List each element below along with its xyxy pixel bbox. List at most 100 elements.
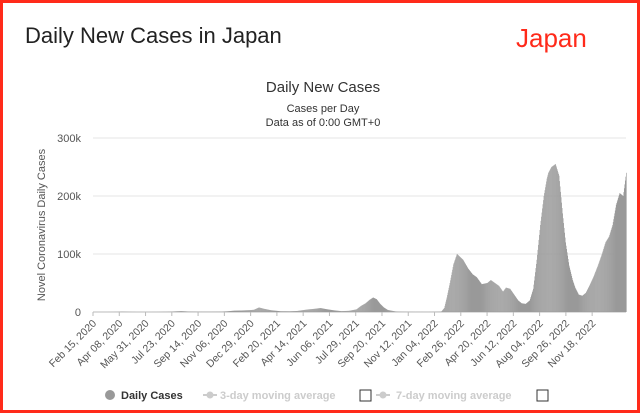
bar [376,299,378,312]
bar [305,309,306,312]
bar [541,216,542,312]
bar [307,309,309,312]
bar [597,266,598,312]
bar [249,310,250,312]
bar [478,279,480,312]
bar [488,281,490,312]
bar [313,308,314,312]
bar [188,311,190,312]
bar [357,308,359,312]
bar [626,172,627,312]
bar [275,310,276,312]
bar [267,309,268,312]
bar [611,228,612,312]
bar [307,309,308,312]
bar [367,301,369,313]
bar [324,308,325,312]
bar [282,311,284,312]
bar [174,311,175,312]
bar [326,309,328,312]
bar [621,194,623,312]
bar [286,311,288,312]
bar [362,305,363,312]
bar [503,291,504,312]
bar [262,308,263,312]
bar [531,293,533,312]
bar [387,309,389,312]
bar [389,310,391,312]
bar [317,308,318,312]
bar [475,276,477,312]
bar [556,167,557,312]
bar [239,310,241,312]
bar [349,310,351,312]
bar [476,277,478,312]
bar [390,310,392,312]
bar [329,309,331,312]
bar [274,310,276,312]
bar [566,249,567,312]
bar [269,310,271,312]
bar [245,310,246,312]
bar [562,213,563,312]
bar [293,311,294,312]
bar [472,274,474,312]
bar [318,308,319,312]
bar [538,239,540,312]
bar [475,276,477,312]
bar [332,310,334,312]
bar [493,282,495,312]
bar [483,283,484,312]
bar [536,263,537,312]
bar [336,310,337,312]
bar [179,311,181,312]
bar [296,311,297,312]
bar [182,311,184,312]
y-axis-label: Novel Coronavirus Daily Cases [36,148,48,301]
legend-item-daily-cases[interactable]: Daily Cases [105,390,183,402]
legend-7-day-checkbox[interactable] [536,389,549,402]
bar [540,220,542,312]
bar [461,258,462,312]
bar [387,309,388,312]
bar [567,258,569,312]
bar [325,309,326,312]
bar [180,311,182,312]
bar [616,201,618,312]
bar [374,298,376,312]
bar [453,264,454,312]
bar [274,310,275,312]
bar [232,310,234,312]
bar [597,265,599,312]
bar [183,311,185,312]
bar [504,288,506,312]
bar [293,311,295,312]
bar [508,288,509,312]
bar [361,305,362,312]
bar [351,310,353,312]
bar [261,308,262,312]
legend-item-7-day-moving-average[interactable]: 7-day moving average [376,390,512,402]
bar [602,250,604,312]
bar [487,282,489,312]
bar [574,287,576,312]
bar [526,303,528,312]
bar [322,308,324,312]
bar [313,308,315,312]
bar [323,308,324,312]
legend-3-day-checkbox[interactable] [359,389,372,402]
bar [454,259,456,312]
bar [528,301,530,312]
bar [565,245,567,312]
bar [625,176,627,312]
bar [375,298,377,312]
bar [338,310,339,312]
bar [353,309,354,312]
bar [466,266,468,312]
bar [571,278,573,312]
bar [280,311,282,312]
legend-item-3-day-moving-average[interactable]: 3-day moving average [203,390,336,402]
bar [575,288,577,312]
bar [479,281,481,312]
bar [379,303,381,312]
